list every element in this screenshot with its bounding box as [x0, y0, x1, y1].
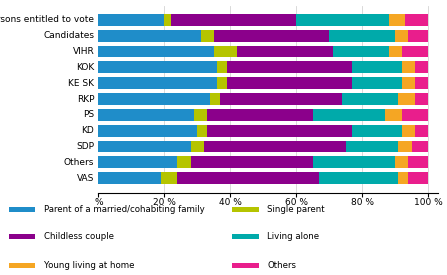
Bar [227, 77, 352, 89]
Bar [214, 46, 237, 57]
FancyBboxPatch shape [232, 263, 258, 268]
Bar [98, 77, 217, 89]
FancyBboxPatch shape [9, 234, 35, 239]
Text: Young living at home: Young living at home [44, 261, 135, 270]
Bar [402, 109, 428, 121]
Bar [409, 156, 428, 168]
Bar [197, 125, 207, 137]
Bar [98, 141, 191, 152]
Bar [98, 93, 211, 105]
Bar [207, 125, 352, 137]
FancyBboxPatch shape [9, 207, 35, 212]
Bar [415, 125, 428, 137]
Bar [177, 172, 319, 184]
Bar [296, 14, 388, 26]
Bar [405, 14, 428, 26]
Bar [412, 141, 428, 152]
Bar [313, 109, 385, 121]
Bar [333, 46, 388, 57]
Bar [237, 46, 333, 57]
Bar [395, 156, 409, 168]
Text: Single parent: Single parent [267, 205, 325, 214]
Bar [415, 93, 428, 105]
Bar [191, 141, 204, 152]
Bar [217, 61, 227, 73]
Bar [211, 93, 220, 105]
Bar [161, 172, 177, 184]
Bar [171, 14, 296, 26]
Bar [201, 30, 214, 42]
Bar [207, 109, 313, 121]
Bar [98, 46, 214, 57]
FancyBboxPatch shape [9, 263, 35, 268]
Bar [98, 30, 201, 42]
Bar [409, 30, 428, 42]
Bar [398, 141, 412, 152]
FancyBboxPatch shape [232, 234, 258, 239]
Bar [402, 77, 415, 89]
Bar [415, 61, 428, 73]
Bar [346, 141, 398, 152]
Bar [98, 14, 164, 26]
Bar [388, 46, 402, 57]
Bar [217, 77, 227, 89]
Bar [402, 46, 428, 57]
Bar [220, 93, 342, 105]
Bar [194, 109, 207, 121]
Bar [342, 93, 398, 105]
Bar [398, 93, 415, 105]
Bar [402, 61, 415, 73]
Bar [352, 77, 402, 89]
Text: Others: Others [267, 261, 296, 270]
Bar [98, 61, 217, 73]
Bar [214, 30, 329, 42]
Bar [395, 30, 409, 42]
Text: Living alone: Living alone [267, 232, 320, 241]
Bar [352, 61, 402, 73]
Bar [98, 109, 194, 121]
FancyBboxPatch shape [232, 207, 258, 212]
Bar [409, 172, 428, 184]
Bar [98, 125, 197, 137]
Bar [415, 77, 428, 89]
Bar [191, 156, 313, 168]
Bar [204, 141, 346, 152]
Text: Childless couple: Childless couple [44, 232, 114, 241]
Bar [388, 14, 405, 26]
Text: Parent of a married/cohabiting family: Parent of a married/cohabiting family [44, 205, 205, 214]
Bar [164, 14, 171, 26]
Bar [313, 156, 395, 168]
Bar [385, 109, 402, 121]
Bar [227, 61, 352, 73]
Bar [319, 172, 398, 184]
Bar [177, 156, 191, 168]
Bar [98, 172, 161, 184]
Bar [402, 125, 415, 137]
Bar [98, 156, 177, 168]
Bar [329, 30, 395, 42]
Bar [352, 125, 402, 137]
Bar [398, 172, 409, 184]
